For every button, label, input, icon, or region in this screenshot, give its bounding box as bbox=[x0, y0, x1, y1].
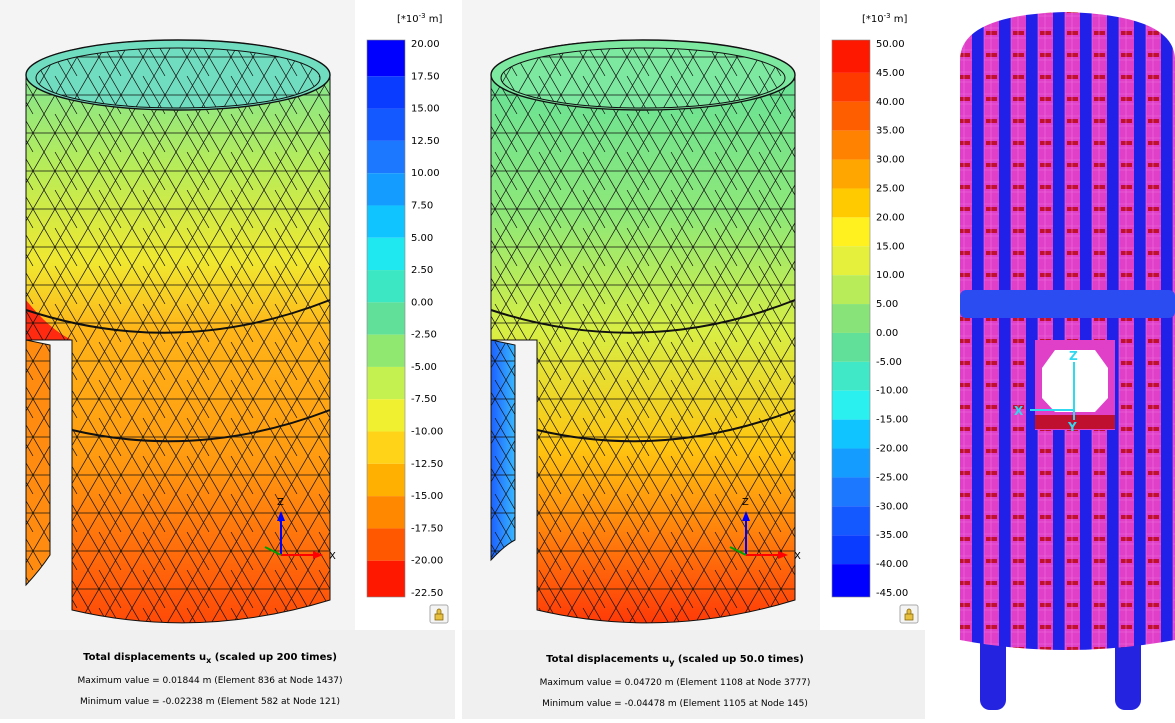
legend-label: 45.00 bbox=[876, 68, 905, 79]
mesh-model bbox=[491, 40, 795, 623]
legend-label: -15.00 bbox=[876, 415, 908, 426]
title-text: (scaled up 50.0 times) bbox=[674, 654, 803, 665]
legend-swatch bbox=[832, 275, 870, 304]
legend-swatch bbox=[832, 40, 870, 73]
legend-label: 10.00 bbox=[876, 270, 905, 281]
legend-label: 20.00 bbox=[411, 39, 440, 50]
legend-swatch bbox=[367, 238, 405, 270]
legend-swatch bbox=[367, 141, 405, 173]
title-text: Total displacements u bbox=[83, 652, 206, 663]
legend-swatch bbox=[832, 477, 870, 506]
legend-swatch bbox=[832, 535, 870, 564]
legend-swatch bbox=[832, 304, 870, 333]
unit-exp: -3 bbox=[419, 12, 426, 20]
legend-swatch bbox=[832, 564, 870, 597]
legend-swatch bbox=[832, 362, 870, 391]
legend-swatch bbox=[367, 528, 405, 560]
structure-view bbox=[960, 12, 1175, 710]
legend-label: 30.00 bbox=[876, 155, 905, 166]
legend-label: 5.00 bbox=[411, 233, 433, 244]
unit-text: [*10 bbox=[862, 14, 884, 25]
legend-label: -22.50 bbox=[411, 588, 443, 599]
legend-label: 10.00 bbox=[411, 168, 440, 179]
legend-swatch bbox=[367, 76, 405, 108]
title-text: Total displacements u bbox=[546, 654, 669, 665]
legend-label: -5.00 bbox=[876, 357, 902, 368]
legend-swatch bbox=[367, 496, 405, 528]
legend-label: -20.00 bbox=[876, 444, 908, 455]
legend-label: -2.50 bbox=[411, 330, 437, 341]
axis-label: X bbox=[329, 551, 336, 562]
caption-max: Maximum value = 0.01844 m (Element 836 a… bbox=[77, 676, 342, 686]
axis-label: Z bbox=[277, 497, 284, 508]
screen: Z X Y [*10-3 m]20.0017.5015.0012.5010.00… bbox=[0, 0, 1175, 719]
legend-swatch bbox=[832, 391, 870, 420]
legend-label: -40.00 bbox=[876, 559, 908, 570]
axis-label: Z bbox=[742, 497, 749, 508]
legend-label: 0.00 bbox=[411, 297, 433, 308]
legend-swatch bbox=[367, 40, 405, 76]
legend-label: -45.00 bbox=[876, 588, 908, 599]
caption-min: Minimum value = -0.02238 m (Element 582 … bbox=[80, 697, 340, 707]
legend-label: -7.50 bbox=[411, 394, 437, 405]
legend-label: -17.50 bbox=[411, 523, 443, 534]
axis-label: X bbox=[1014, 404, 1024, 418]
legend-label: 25.00 bbox=[876, 183, 905, 194]
legend-label: 15.00 bbox=[876, 241, 905, 252]
axis-label: X bbox=[794, 551, 801, 562]
legend-swatch bbox=[367, 109, 405, 141]
legend-swatch bbox=[367, 561, 405, 597]
unit-text: m] bbox=[891, 14, 908, 25]
legend-label: -5.00 bbox=[411, 362, 437, 373]
legend-swatch bbox=[832, 131, 870, 160]
legend-label: 5.00 bbox=[876, 299, 898, 310]
caption-min: Minimum value = -0.04478 m (Element 1105… bbox=[542, 699, 808, 709]
legend-label: 7.50 bbox=[411, 200, 433, 211]
legend-label: -10.00 bbox=[876, 386, 908, 397]
legend-label: 50.00 bbox=[876, 39, 905, 50]
legend-label: -12.50 bbox=[411, 459, 443, 470]
axis-label: Y bbox=[1067, 420, 1077, 434]
legend-swatch bbox=[832, 73, 870, 102]
legend-swatch bbox=[367, 399, 405, 431]
legend-label: 40.00 bbox=[876, 97, 905, 108]
caption-max: Maximum value = 0.04720 m (Element 1108 … bbox=[540, 678, 811, 688]
legend-swatch bbox=[832, 188, 870, 217]
legend-swatch bbox=[832, 449, 870, 478]
legend-label: -10.00 bbox=[411, 427, 443, 438]
unit-text: [*10 bbox=[397, 14, 419, 25]
legend-swatch bbox=[367, 367, 405, 399]
legend-swatch bbox=[367, 302, 405, 334]
legend-swatch bbox=[832, 160, 870, 189]
unit-exp: -3 bbox=[884, 12, 891, 20]
legend-swatch bbox=[367, 270, 405, 302]
legend-label: 0.00 bbox=[876, 328, 898, 339]
legend-swatch bbox=[367, 205, 405, 237]
legend-swatch bbox=[367, 173, 405, 205]
legend-label: 12.50 bbox=[411, 136, 440, 147]
axis-label: Z bbox=[1069, 349, 1078, 363]
legend-swatch bbox=[367, 464, 405, 496]
legend-swatch bbox=[832, 217, 870, 246]
legend-label: 20.00 bbox=[876, 212, 905, 223]
legend-label: -30.00 bbox=[876, 501, 908, 512]
legend-label: -35.00 bbox=[876, 530, 908, 541]
mesh-model bbox=[26, 40, 330, 623]
legend-swatch bbox=[367, 335, 405, 367]
legend-label: 35.00 bbox=[876, 126, 905, 137]
legend-swatch bbox=[832, 102, 870, 131]
legend-label: 17.50 bbox=[411, 71, 440, 82]
legend-label: -15.00 bbox=[411, 491, 443, 502]
legend-swatch bbox=[832, 246, 870, 275]
legend-swatch bbox=[367, 432, 405, 464]
legend-label: -25.00 bbox=[876, 472, 908, 483]
legend-label: 2.50 bbox=[411, 265, 433, 276]
unit-text: m] bbox=[426, 14, 443, 25]
legend-swatch bbox=[832, 506, 870, 535]
title-text: (scaled up 200 times) bbox=[211, 652, 337, 663]
legend-label: -20.00 bbox=[411, 556, 443, 567]
legend-swatch bbox=[832, 420, 870, 449]
legend-swatch bbox=[832, 333, 870, 362]
legend-label: 15.00 bbox=[411, 104, 440, 115]
